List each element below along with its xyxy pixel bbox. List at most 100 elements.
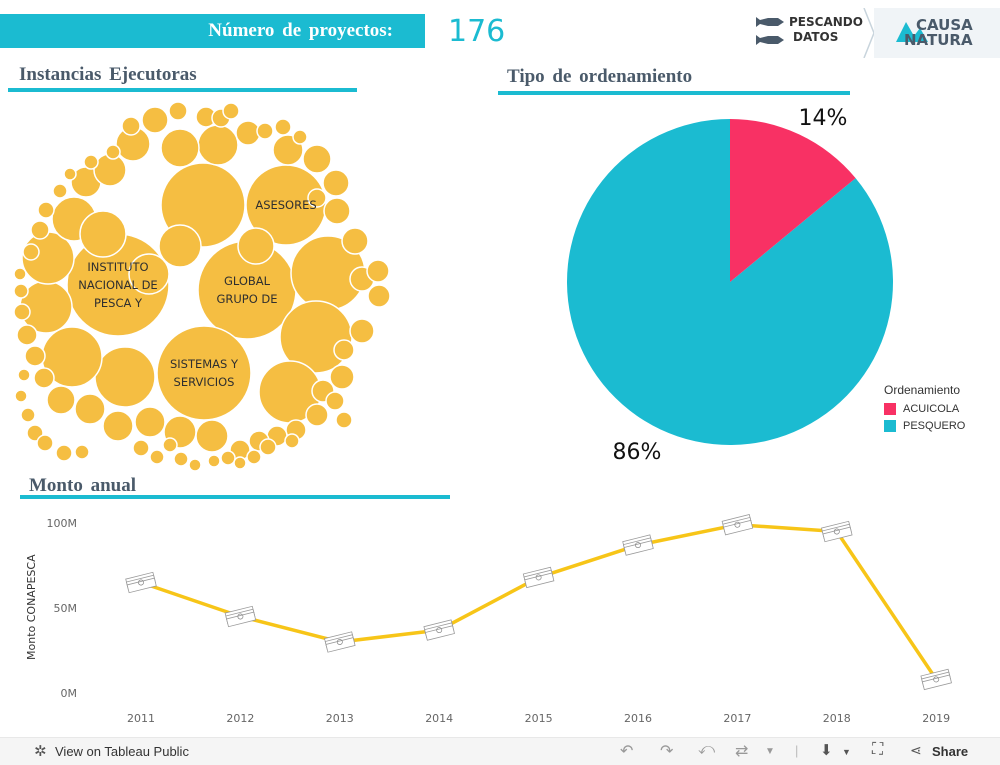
bubble[interactable]	[13, 267, 27, 281]
bubble[interactable]	[233, 456, 247, 470]
bubble-label: SERVICIOS	[174, 375, 235, 389]
data-point-marker[interactable]	[622, 534, 654, 556]
bubble[interactable]	[322, 169, 350, 197]
bubble[interactable]	[325, 391, 345, 411]
bubble[interactable]	[46, 385, 76, 415]
bubble[interactable]	[149, 449, 165, 465]
bubble[interactable]	[55, 444, 73, 462]
bubble[interactable]	[141, 106, 169, 134]
bill-seal-icon	[833, 528, 840, 535]
bubble[interactable]	[160, 128, 200, 168]
bubble[interactable]	[74, 444, 90, 460]
bubble[interactable]	[30, 220, 50, 240]
bubble[interactable]	[235, 120, 261, 146]
bubble[interactable]	[13, 303, 31, 321]
bubble[interactable]	[22, 243, 40, 261]
x-tick-label: 2011	[127, 712, 155, 725]
bubble[interactable]	[302, 144, 332, 174]
share-button[interactable]: Share	[932, 744, 969, 759]
revert-icon[interactable]: ⤺	[698, 741, 716, 758]
bubble[interactable]	[74, 393, 106, 425]
bubble[interactable]	[195, 419, 229, 453]
kpi-banner: Número de proyectos:	[0, 14, 425, 48]
bubble[interactable]	[333, 339, 355, 361]
bubble[interactable]	[24, 345, 46, 367]
bubble[interactable]	[36, 434, 54, 452]
bubble[interactable]	[105, 144, 121, 160]
bubble[interactable]	[246, 449, 262, 465]
bubble[interactable]	[52, 183, 68, 199]
bubble[interactable]	[168, 101, 188, 121]
bubble[interactable]	[17, 368, 31, 382]
download-chevron-icon[interactable]: ▼	[842, 747, 851, 757]
bubble[interactable]	[284, 433, 300, 449]
datos-text: DATOS	[793, 30, 838, 44]
x-tick-label: 2018	[823, 712, 851, 725]
data-point-marker[interactable]	[125, 571, 157, 594]
download-icon[interactable]: ⬇	[820, 742, 833, 759]
bubble[interactable]	[367, 284, 391, 308]
bubble[interactable]	[13, 283, 29, 299]
bubble[interactable]	[102, 410, 134, 442]
bubble[interactable]	[335, 411, 353, 429]
legend-item-acuicola[interactable]: ACUICOLA	[884, 403, 965, 415]
bubble-label: SISTEMAS Y	[170, 357, 239, 371]
bubble[interactable]	[128, 253, 170, 295]
view-on-tableau-link[interactable]: View on Tableau Public	[55, 744, 189, 759]
bubble[interactable]	[329, 364, 355, 390]
pie-label-acuicola: 14%	[799, 106, 848, 131]
bubble[interactable]	[158, 224, 202, 268]
data-point-marker[interactable]	[821, 520, 853, 543]
fullscreen-icon[interactable]: ⛶	[872, 741, 884, 758]
data-point-marker[interactable]	[224, 605, 257, 628]
bubble[interactable]	[305, 403, 329, 427]
bubble[interactable]	[79, 210, 127, 258]
tipo-rule	[498, 91, 850, 95]
bubble[interactable]	[94, 346, 156, 408]
bill-icon	[325, 637, 356, 653]
refresh-icon[interactable]: ⇄	[735, 743, 749, 760]
data-point-marker[interactable]	[423, 619, 455, 641]
bubble[interactable]	[156, 325, 252, 421]
bubble[interactable]	[16, 324, 38, 346]
pie-slice-acuicola[interactable]	[730, 119, 856, 282]
data-point-marker[interactable]	[920, 668, 952, 691]
bubble[interactable]	[237, 227, 275, 265]
bubble[interactable]	[256, 122, 274, 140]
bubble[interactable]	[307, 188, 327, 208]
bubble[interactable]	[162, 437, 178, 453]
bubble[interactable]	[220, 450, 236, 466]
bubble[interactable]	[83, 154, 99, 170]
undo-icon[interactable]: ↶	[620, 743, 634, 760]
bubble[interactable]	[134, 406, 166, 438]
data-point-marker[interactable]	[721, 514, 754, 536]
bubble[interactable]	[188, 458, 202, 472]
bubble[interactable]	[366, 259, 390, 283]
data-point-marker[interactable]	[522, 566, 555, 589]
bubble[interactable]	[121, 116, 141, 136]
bubble[interactable]	[33, 367, 55, 389]
data-point-marker[interactable]	[324, 631, 356, 653]
bubble-chart: INSTITUTO NACIONAL DE PESCA Y GLOBAL GRUPO D…	[13, 101, 391, 472]
bubble[interactable]	[341, 227, 369, 255]
bubble[interactable]	[132, 439, 150, 457]
bubble[interactable]	[173, 451, 189, 467]
bubble[interactable]	[37, 201, 55, 219]
bubble[interactable]	[20, 407, 36, 423]
redo-icon[interactable]: ↷	[660, 743, 674, 760]
share-icon[interactable]: ⋖	[910, 742, 922, 758]
legend-item-pesquero[interactable]: PESQUERO	[884, 420, 965, 432]
bubble[interactable]	[259, 438, 277, 456]
bubble[interactable]	[14, 389, 28, 403]
bubble[interactable]	[197, 124, 239, 166]
fish-icon	[756, 35, 784, 45]
bubble[interactable]	[292, 129, 308, 145]
bubble[interactable]	[222, 102, 240, 120]
bubble[interactable]	[349, 318, 375, 344]
bubble[interactable]	[207, 454, 221, 468]
refresh-menu-chevron-icon[interactable]: ▼	[765, 746, 775, 757]
pie-slice-pesquero[interactable]	[566, 119, 893, 445]
bubble[interactable]	[274, 118, 292, 136]
bubble[interactable]	[63, 167, 77, 181]
bubble[interactable]	[323, 197, 351, 225]
